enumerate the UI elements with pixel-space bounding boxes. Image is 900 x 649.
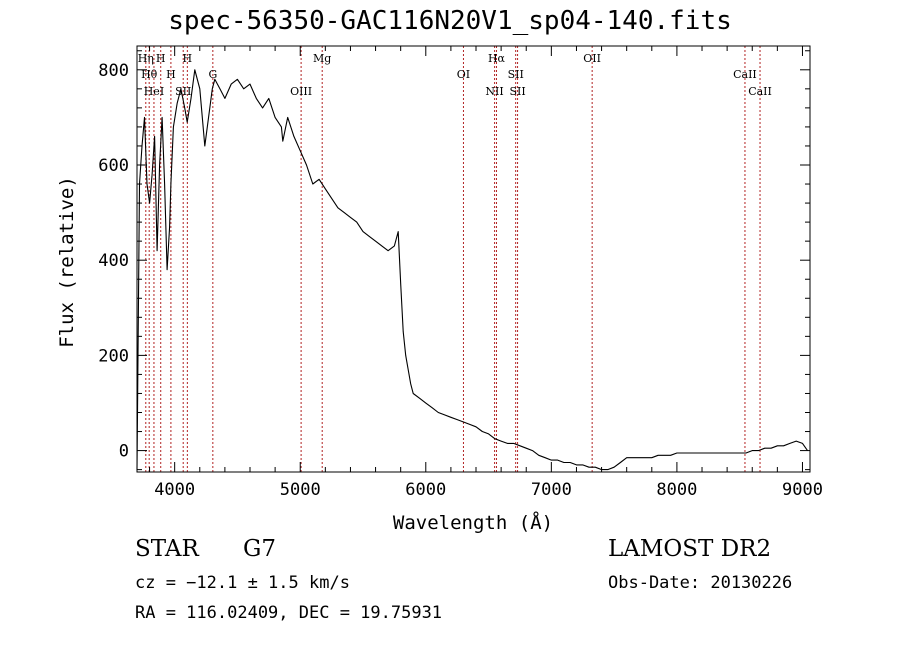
plot-frame [136, 45, 811, 473]
line-markers [145, 46, 761, 472]
x-tick-label: 7000 [531, 480, 572, 500]
marker-label: SII [508, 68, 524, 81]
marker-label: SII [175, 85, 191, 98]
marker-label: SII [509, 85, 525, 98]
x-axis-label: Wavelength (Å) [393, 511, 553, 534]
coordinates-label: RA = 116.02409, DEC = 19.75931 [135, 603, 443, 623]
marker-label: HeI [144, 85, 164, 98]
obs-date-label: Obs-Date: 20130226 [608, 573, 793, 593]
marker-label: H [183, 52, 193, 65]
x-tick-label: 9000 [782, 480, 823, 500]
marker-label: OI [457, 68, 470, 81]
marker-label: CaII [733, 68, 757, 81]
marker-label: G [208, 68, 217, 81]
survey-label: LAMOST DR2 [608, 536, 772, 562]
marker-label: Hη [138, 52, 154, 65]
marker-label: H [166, 68, 176, 81]
x-tick-label: 5000 [280, 480, 321, 500]
marker-label: CaII [748, 85, 772, 98]
page-title: spec-56350-GAC116N20V1_sp04-140.fits [168, 6, 732, 36]
y-tick-label: 800 [98, 61, 129, 81]
x-tick-label: 4000 [154, 480, 195, 500]
y-axis-label: Flux (relative) [56, 176, 78, 348]
marker-label: H [156, 52, 166, 65]
marker-label: Hθ [141, 68, 158, 81]
marker-label: OIII [290, 85, 312, 98]
marker-labels: HηHθHeIHHSIIHGOIIIMgOINIIHαSIISIIOIICaII… [138, 52, 772, 98]
spectrum-series-line [136, 69, 808, 471]
marker-label: Hα [488, 52, 506, 65]
redshift-label: cz = −12.1 ± 1.5 km/s [135, 573, 350, 593]
y-tick-label: 600 [98, 156, 129, 176]
subclass-label: G7 [243, 536, 277, 562]
x-tick-label: 6000 [405, 480, 446, 500]
marker-label: Mg [313, 52, 331, 65]
axis-ticks: 4000 5000 6000 7000 8000 9000 0 200 400 600 800 [98, 46, 823, 500]
marker-label: OII [583, 52, 601, 65]
y-tick-label: 200 [98, 346, 129, 366]
object-class: STAR [135, 536, 199, 562]
marker-label: NII [485, 85, 503, 98]
y-tick-label: 0 [119, 442, 129, 462]
x-tick-label: 8000 [656, 480, 697, 500]
y-tick-label: 400 [98, 251, 129, 271]
